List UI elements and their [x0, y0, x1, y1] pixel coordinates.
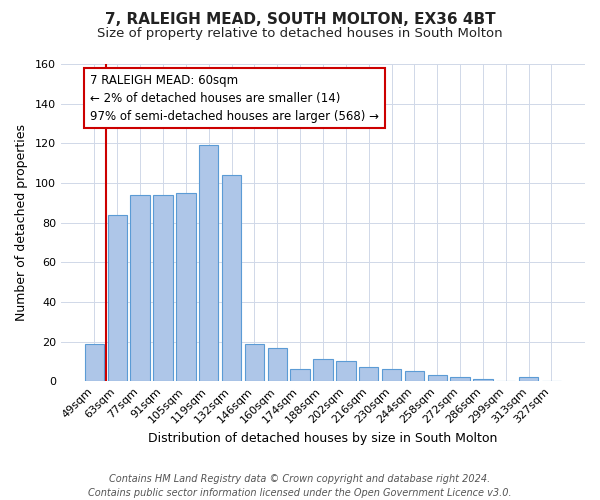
Text: 7 RALEIGH MEAD: 60sqm
← 2% of detached houses are smaller (14)
97% of semi-detac: 7 RALEIGH MEAD: 60sqm ← 2% of detached h…: [90, 74, 379, 122]
Bar: [428, 376, 447, 381]
Bar: [473, 379, 493, 381]
Bar: [199, 146, 218, 381]
Bar: [154, 195, 173, 381]
Text: Size of property relative to detached houses in South Molton: Size of property relative to detached ho…: [97, 28, 503, 40]
Text: 7, RALEIGH MEAD, SOUTH MOLTON, EX36 4BT: 7, RALEIGH MEAD, SOUTH MOLTON, EX36 4BT: [104, 12, 496, 28]
Bar: [130, 195, 150, 381]
Bar: [382, 370, 401, 381]
Bar: [359, 368, 379, 381]
Bar: [107, 214, 127, 381]
Bar: [451, 377, 470, 381]
Bar: [336, 362, 356, 381]
Text: Contains HM Land Registry data © Crown copyright and database right 2024.
Contai: Contains HM Land Registry data © Crown c…: [88, 474, 512, 498]
Bar: [176, 193, 196, 381]
X-axis label: Distribution of detached houses by size in South Molton: Distribution of detached houses by size …: [148, 432, 497, 445]
Bar: [313, 360, 332, 381]
Bar: [268, 348, 287, 381]
Bar: [519, 377, 538, 381]
Bar: [290, 370, 310, 381]
Bar: [245, 344, 264, 381]
Y-axis label: Number of detached properties: Number of detached properties: [15, 124, 28, 321]
Bar: [222, 175, 241, 381]
Bar: [404, 372, 424, 381]
Bar: [85, 344, 104, 381]
